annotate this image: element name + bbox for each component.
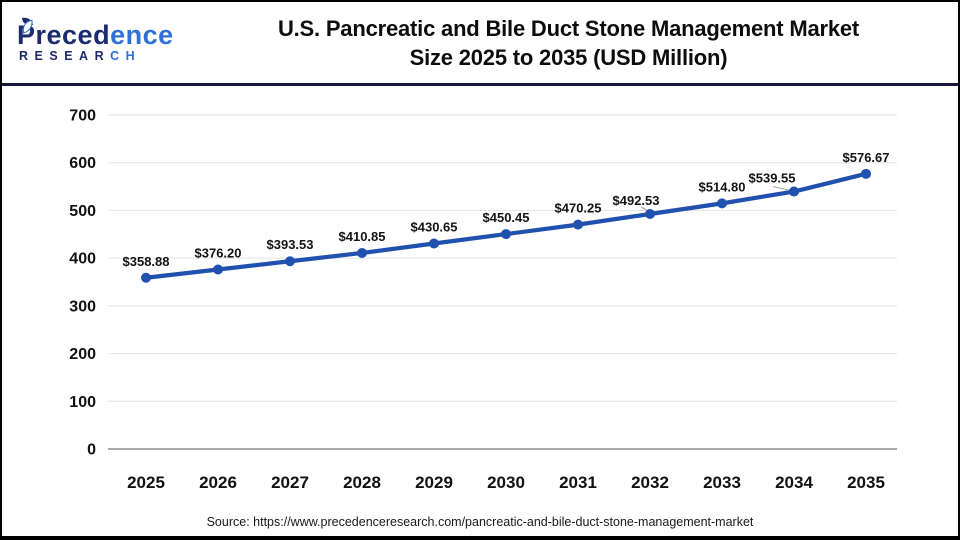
x-tick-label-2026: 2026: [199, 473, 237, 492]
logo-subtext: RESEARCH: [17, 49, 179, 64]
data-point-2028: [357, 247, 367, 258]
x-tick-label-2025: 2025: [127, 473, 165, 492]
chart-title-line2: Size 2025 to 2035 (USD Million): [409, 44, 728, 70]
logo-wordmark: Precedence: [17, 17, 179, 50]
x-tick-label-2028: 2028: [343, 473, 381, 492]
x-tick-label-2027: 2027: [271, 473, 309, 492]
x-tick-label-2034: 2034: [775, 473, 813, 492]
chart-title-line1: U.S. Pancreatic and Bile Duct Stone Mana…: [277, 15, 860, 41]
value-label-2027: $393.53: [267, 237, 314, 252]
y-tick-label-300: 300: [69, 298, 96, 315]
value-label-2025: $358.88: [123, 254, 170, 269]
data-point-2030: [501, 229, 511, 240]
value-label-2028: $410.85: [339, 229, 386, 244]
logo-text-light: ence: [110, 20, 174, 50]
leader-line-2034: [772, 186, 792, 192]
data-point-2027: [285, 256, 295, 267]
value-label-2032: $492.53: [613, 193, 660, 208]
series-line: [143, 171, 869, 280]
x-tick-label-2030: 2030: [487, 473, 525, 492]
data-point-2034: [789, 186, 799, 197]
precedence-research-logo: Precedence RESEARCH: [2, 17, 179, 64]
value-label-2026: $376.20: [195, 245, 242, 260]
value-label-2031: $470.25: [555, 201, 602, 216]
y-tick-label-400: 400: [69, 251, 96, 268]
data-point-2035: [861, 168, 871, 179]
data-point-2029: [429, 238, 439, 249]
data-point-2025: [141, 272, 151, 283]
y-tick-label-600: 600: [69, 155, 96, 172]
y-tick-label-500: 500: [69, 203, 96, 220]
y-tick-label-100: 100: [69, 394, 96, 411]
data-point-2032: [645, 208, 655, 219]
source-citation: Source: https://www.precedenceresearch.c…: [206, 515, 754, 529]
value-label-2030: $450.45: [483, 210, 530, 225]
x-tick-label-2029: 2029: [415, 473, 453, 492]
header: Precedence RESEARCH U.S. Pancreatic and …: [2, 2, 958, 86]
x-tick-label-2031: 2031: [559, 473, 597, 492]
data-point-2026: [213, 264, 223, 275]
value-label-2035: $576.67: [843, 150, 890, 165]
x-tick-label-2035: 2035: [847, 473, 885, 492]
y-tick-label-200: 200: [69, 346, 96, 363]
x-tick-label-2032: 2032: [631, 473, 669, 492]
data-point-2033: [717, 198, 727, 209]
value-label-2033: $514.80: [699, 179, 746, 194]
y-tick-label-700: 700: [69, 108, 96, 125]
logo-subtext-dark: RESEAR: [19, 49, 111, 63]
value-label-2029: $430.65: [411, 220, 458, 235]
logo-subtext-light: CH: [110, 49, 142, 63]
logo-text-dark: Preced: [17, 20, 111, 50]
x-tick-label-2033: 2033: [703, 473, 741, 492]
data-point-2031: [573, 219, 583, 230]
y-tick-label-0: 0: [87, 442, 96, 459]
value-label-2034: $539.55: [749, 171, 796, 186]
chart-title: U.S. Pancreatic and Bile Duct Stone Mana…: [179, 14, 958, 72]
